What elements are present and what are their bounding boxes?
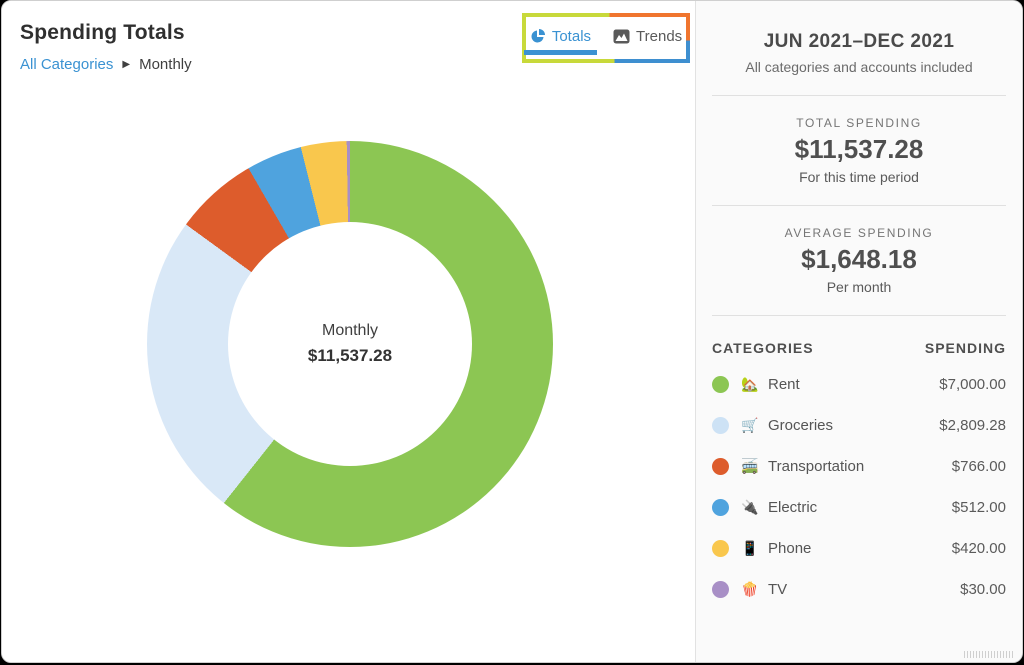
- average-spending-stat: AVERAGE SPENDING $1,648.18 Per month: [712, 226, 1006, 295]
- annotation-border-bottom: [522, 59, 690, 63]
- category-row[interactable]: 🍿 TV $30.00: [712, 569, 1006, 610]
- category-name: TV: [768, 581, 788, 598]
- spending-column-header: SPENDING: [924, 340, 1006, 356]
- category-color-dot: [712, 581, 729, 598]
- trends-chart-icon: [613, 29, 630, 44]
- category-emoji-icon: 🔌: [741, 499, 759, 515]
- divider: [712, 205, 1006, 206]
- category-color-dot: [712, 376, 729, 393]
- category-amount: $2,809.28: [939, 417, 1006, 434]
- tab-totals-label: Totals: [551, 27, 592, 45]
- categories-table-header: CATEGORIES SPENDING: [712, 340, 1006, 356]
- donut-center-value: $11,537.28: [307, 346, 393, 365]
- breadcrumb-arrow-icon: ▶: [122, 58, 131, 70]
- category-row[interactable]: 📱 Phone $420.00: [712, 528, 1006, 569]
- category-name: Rent: [768, 376, 800, 393]
- divider: [712, 95, 1006, 96]
- annotation-border-right: [686, 13, 690, 63]
- category-emoji-icon: 🚎: [741, 458, 759, 474]
- watermark: [964, 651, 1014, 658]
- category-amount: $7,000.00: [939, 376, 1006, 393]
- category-name: Transportation: [768, 458, 865, 475]
- category-color-dot: [712, 458, 729, 475]
- pie-chart-icon: [530, 28, 546, 44]
- average-spending-value: $1,648.18: [801, 244, 917, 274]
- category-color-dot: [712, 417, 729, 434]
- donut-center-label: Monthly: [321, 322, 379, 339]
- breadcrumb-all-categories[interactable]: All Categories: [20, 56, 114, 73]
- category-row[interactable]: 🔌 Electric $512.00: [712, 487, 1006, 528]
- breadcrumb-current: Monthly: [139, 56, 192, 73]
- annotation-border-top: [522, 13, 690, 17]
- summary-panel: JUN 2021–DEC 2021 All categories and acc…: [695, 1, 1022, 662]
- category-row[interactable]: 🛒 Groceries $2,809.28: [712, 405, 1006, 446]
- total-spending-value: $11,537.28: [794, 134, 924, 164]
- category-emoji-icon: 🏡: [741, 376, 759, 392]
- category-amount: $512.00: [951, 499, 1006, 516]
- category-name: Electric: [768, 499, 818, 516]
- tab-totals[interactable]: Totals: [522, 22, 599, 55]
- page-title: Spending Totals: [20, 21, 185, 44]
- tab-trends-label: Trends: [636, 27, 683, 45]
- breadcrumb: All Categories ▶ Monthly: [20, 56, 192, 73]
- average-spending-caption: Per month: [826, 279, 892, 295]
- date-range-subtitle: All categories and accounts included: [745, 59, 973, 75]
- category-emoji-icon: 🍿: [741, 581, 759, 597]
- total-spending-stat: TOTAL SPENDING $11,537.28 For this time …: [712, 116, 1006, 185]
- categories-column-header: CATEGORIES: [712, 340, 814, 356]
- total-spending-caption: For this time period: [799, 169, 919, 185]
- category-row[interactable]: 🏡 Rent $7,000.00: [712, 364, 1006, 405]
- annotation-border-left: [522, 13, 526, 63]
- category-row[interactable]: 🚎 Transportation $766.00: [712, 446, 1006, 487]
- donut-center: Monthly $11,537.28: [228, 222, 472, 466]
- category-color-dot: [712, 540, 729, 557]
- tab-trends[interactable]: Trends: [605, 22, 690, 55]
- average-spending-label: AVERAGE SPENDING: [784, 226, 934, 240]
- view-toggle: Totals Trends: [522, 13, 690, 63]
- category-amount: $420.00: [951, 540, 1006, 557]
- category-emoji-icon: 🛒: [741, 417, 759, 433]
- date-range-title: JUN 2021–DEC 2021: [763, 31, 955, 52]
- category-name: Groceries: [768, 417, 834, 434]
- category-color-dot: [712, 499, 729, 516]
- category-amount: $766.00: [951, 458, 1006, 475]
- category-amount: $30.00: [960, 581, 1006, 598]
- category-emoji-icon: 📱: [741, 540, 759, 556]
- category-name: Phone: [768, 540, 812, 557]
- categories-table: 🏡 Rent $7,000.00 🛒 Groceries $2,809.28 🚎…: [712, 364, 1006, 610]
- total-spending-label: TOTAL SPENDING: [796, 116, 922, 130]
- main-chart-area: Spending Totals All Categories ▶ Monthly: [2, 1, 699, 662]
- spending-donut-chart[interactable]: Monthly $11,537.28: [147, 141, 553, 547]
- divider: [712, 315, 1006, 316]
